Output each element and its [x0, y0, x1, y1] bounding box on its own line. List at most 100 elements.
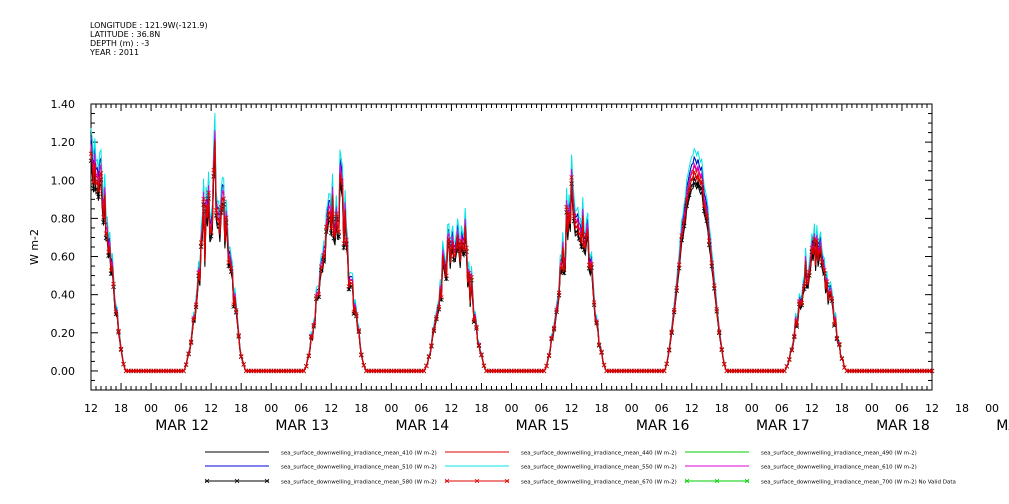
x-hour-label: 12: [84, 402, 98, 415]
series-marker: [429, 343, 434, 348]
series-marker: [689, 176, 694, 182]
series-marker: [699, 179, 705, 184]
series-marker: [113, 309, 119, 315]
legend-label: sea_surface_downwelling_irradiance_mean_…: [521, 451, 677, 457]
series-marker: [481, 363, 487, 368]
legend-marker: [504, 478, 510, 484]
series-marker: [439, 295, 444, 300]
series-marker: [579, 240, 584, 245]
x-hour-label: 00: [985, 402, 999, 415]
legend-marker: [234, 478, 240, 484]
series-marker: [303, 363, 309, 369]
series-marker: [101, 215, 106, 220]
x-day-label: MAR 14: [396, 418, 450, 434]
series-marker: [569, 175, 574, 180]
x-hour-label: 12: [925, 402, 939, 415]
series-marker: [434, 315, 439, 320]
series-marker: [101, 220, 106, 225]
series-marker: [238, 353, 244, 359]
x-hour-label: 00: [505, 402, 519, 415]
series-marker: [709, 260, 715, 266]
series-marker: [188, 339, 194, 344]
series-marker: [331, 231, 337, 237]
series-marker: [661, 368, 667, 374]
series-marker: [213, 208, 219, 213]
series-marker: [571, 213, 577, 219]
series-marker: [814, 238, 820, 243]
series-marker: [704, 213, 710, 219]
series-marker: [837, 341, 842, 347]
legend-marker: [684, 478, 690, 484]
series-marker: [566, 210, 572, 216]
legend-label: sea_surface_downwelling_irradiance_mean_…: [761, 451, 917, 457]
legend-label: sea_surface_downwelling_irradiance_mean_…: [281, 480, 437, 486]
series-marker: [561, 267, 567, 273]
y-tick-label: 0.20: [51, 327, 76, 340]
x-hour-label: 18: [114, 402, 128, 415]
x-hour-label: 00: [264, 402, 278, 415]
series-marker: [111, 281, 116, 287]
series-marker: [576, 231, 582, 237]
series-marker: [591, 300, 597, 305]
x-hour-label: 06: [414, 402, 428, 415]
series-marker: [201, 196, 206, 202]
series-marker: [341, 245, 347, 250]
series-marker: [464, 245, 469, 251]
series-marker: [706, 238, 712, 243]
series-marker: [594, 319, 599, 324]
series-marker: [118, 346, 124, 352]
series-marker: [96, 188, 101, 194]
series-marker: [829, 296, 835, 301]
series-marker: [546, 353, 552, 358]
series-marker: [103, 231, 109, 236]
x-hour-label: 06: [895, 402, 909, 415]
series-marker: [454, 244, 459, 250]
series-marker: [564, 204, 569, 210]
series-marker: [782, 368, 787, 374]
series-marker: [469, 274, 474, 280]
series-marker: [784, 363, 790, 369]
x-day-label: MAR 12: [155, 418, 209, 434]
series-marker: [334, 211, 339, 217]
x-day-label: MAR 17: [756, 418, 810, 434]
series-marker: [696, 177, 702, 183]
series-marker: [787, 357, 792, 362]
series-marker: [714, 307, 720, 312]
series-marker: [676, 262, 682, 268]
series-marker: [556, 290, 562, 296]
series-marker: [206, 190, 211, 196]
series-marker: [446, 237, 452, 242]
series-marker: [203, 203, 209, 209]
series-marker: [106, 249, 111, 255]
x-day-label: MAR 18: [876, 418, 930, 434]
series-marker: [349, 280, 354, 286]
series-marker: [326, 210, 332, 215]
series-marker: [91, 186, 96, 191]
series-marker: [93, 181, 99, 186]
series-line: [90, 113, 932, 372]
series-marker: [456, 243, 462, 248]
series-marker: [231, 302, 236, 307]
series-marker: [589, 261, 594, 267]
x-hour-label: 12: [685, 402, 699, 415]
year-text: YEAR : 2011: [90, 48, 140, 57]
series-marker: [804, 281, 810, 286]
series-marker: [216, 216, 221, 222]
series-marker: [186, 351, 191, 356]
series-marker: [339, 178, 344, 184]
series-marker: [559, 265, 564, 271]
series-marker: [842, 365, 847, 370]
series-marker: [98, 170, 104, 176]
series-marker: [116, 328, 121, 334]
x-hour-label: 06: [535, 402, 549, 415]
series-marker: [323, 224, 329, 230]
series-marker: [191, 316, 196, 321]
series-marker: [196, 270, 201, 275]
series-marker: [221, 196, 226, 202]
x-hour-label: 12: [565, 402, 579, 415]
series-marker: [809, 245, 815, 251]
series-marker: [819, 259, 825, 265]
series-marker: [834, 335, 840, 341]
x-hour-label: 12: [204, 402, 218, 415]
legend-marker: [204, 478, 210, 484]
